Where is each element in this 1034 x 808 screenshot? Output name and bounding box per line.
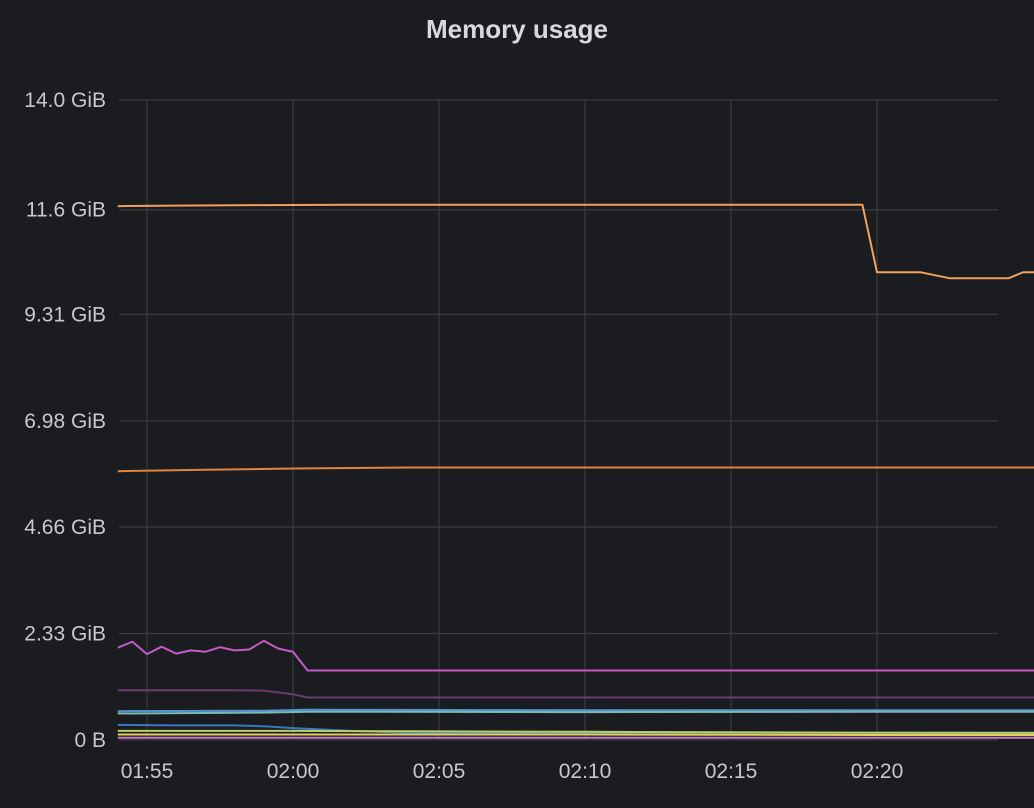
y-tick-label: 9.31 GiB xyxy=(24,303,106,326)
y-tick-label: 6.98 GiB xyxy=(24,410,106,433)
chart-title: Memory usage xyxy=(425,14,609,44)
y-tick-label: 4.66 GiB xyxy=(24,516,106,539)
series-line-2 xyxy=(117,466,1034,473)
series-line-1 xyxy=(117,203,1034,280)
series-line-8 xyxy=(117,729,1034,734)
x-tick-label: 02:20 xyxy=(851,760,904,783)
y-tick-label: 11.6 GiB xyxy=(26,199,106,222)
y-tick-label: 2.33 GiB xyxy=(24,622,106,645)
x-tick-label: 02:10 xyxy=(559,760,612,783)
series-line-6 xyxy=(117,710,1034,715)
series-line-5 xyxy=(117,708,1034,713)
x-tick-label: 01:55 xyxy=(121,760,174,783)
series-line-9 xyxy=(117,733,1034,736)
y-tick-label: 14.0 GiB xyxy=(24,89,106,112)
series-line-3 xyxy=(117,639,1034,672)
series-line-4 xyxy=(117,689,1034,699)
x-tick-label: 02:00 xyxy=(267,760,320,783)
x-tick-label: 02:15 xyxy=(705,760,758,783)
y-tick-label: 0 B xyxy=(74,729,106,752)
x-tick-label: 02:05 xyxy=(413,760,466,783)
